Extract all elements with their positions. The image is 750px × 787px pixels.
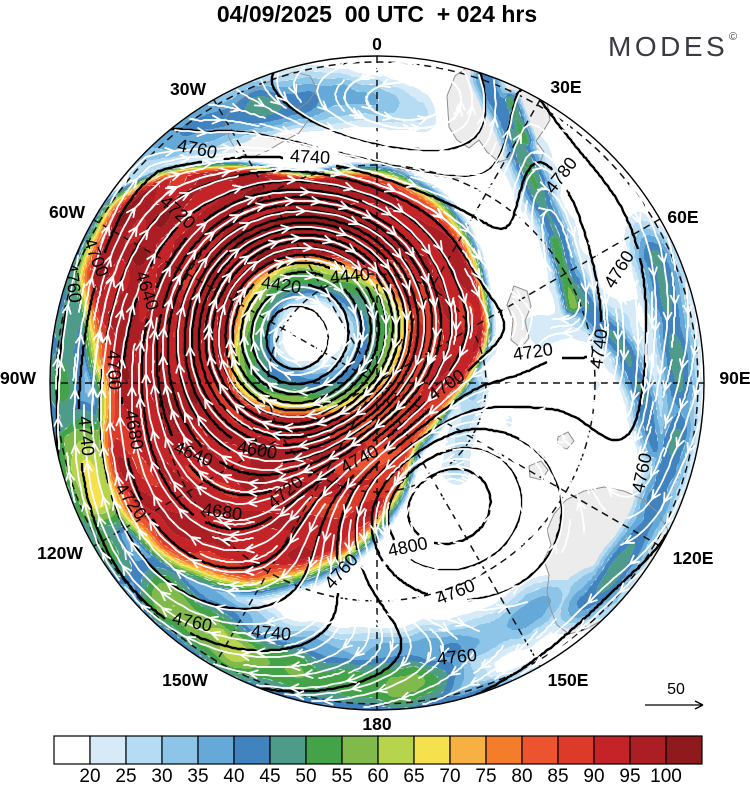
svg-text:25: 25 [115, 766, 136, 782]
svg-text:20: 20 [79, 766, 100, 782]
svg-text:60E: 60E [667, 207, 698, 227]
svg-text:75: 75 [475, 766, 496, 782]
svg-text:30W: 30W [170, 79, 206, 99]
svg-text:55: 55 [331, 766, 352, 782]
svg-text:4440: 4440 [329, 264, 371, 287]
svg-text:70: 70 [439, 766, 460, 782]
svg-text:80: 80 [511, 766, 532, 782]
svg-text:180: 180 [362, 714, 391, 734]
svg-text:50: 50 [667, 681, 685, 698]
svg-text:90: 90 [583, 766, 604, 782]
svg-text:0: 0 [372, 34, 382, 54]
svg-text:30: 30 [151, 766, 172, 782]
svg-text:120W: 120W [37, 543, 83, 563]
svg-text:150W: 150W [162, 670, 208, 690]
svg-text:4740: 4740 [250, 621, 292, 644]
svg-text:4740: 4740 [74, 415, 98, 457]
svg-text:4700: 4700 [103, 349, 125, 390]
svg-text:90W: 90W [0, 368, 36, 388]
svg-text:50: 50 [295, 766, 316, 782]
svg-text:35: 35 [187, 766, 208, 782]
svg-text:MODES: MODES [608, 31, 728, 62]
svg-text:85: 85 [547, 766, 568, 782]
svg-text:45: 45 [259, 766, 280, 782]
svg-text:150E: 150E [548, 670, 589, 690]
svg-text:©: © [729, 31, 737, 43]
svg-text:60W: 60W [49, 202, 85, 222]
svg-text:40: 40 [223, 766, 244, 782]
svg-text:60: 60 [367, 766, 388, 782]
svg-text:90E: 90E [719, 368, 750, 388]
svg-text:95: 95 [619, 766, 640, 782]
svg-text:30E: 30E [550, 77, 581, 97]
svg-text:04/09/2025 00 UTC + 024 hrs: 04/09/2025 00 UTC + 024 hrs [217, 1, 537, 27]
svg-text:120E: 120E [673, 548, 714, 568]
svg-text:65: 65 [403, 766, 424, 782]
svg-text:100: 100 [650, 766, 682, 782]
svg-text:4740: 4740 [290, 146, 331, 168]
svg-text:4760: 4760 [436, 645, 478, 669]
